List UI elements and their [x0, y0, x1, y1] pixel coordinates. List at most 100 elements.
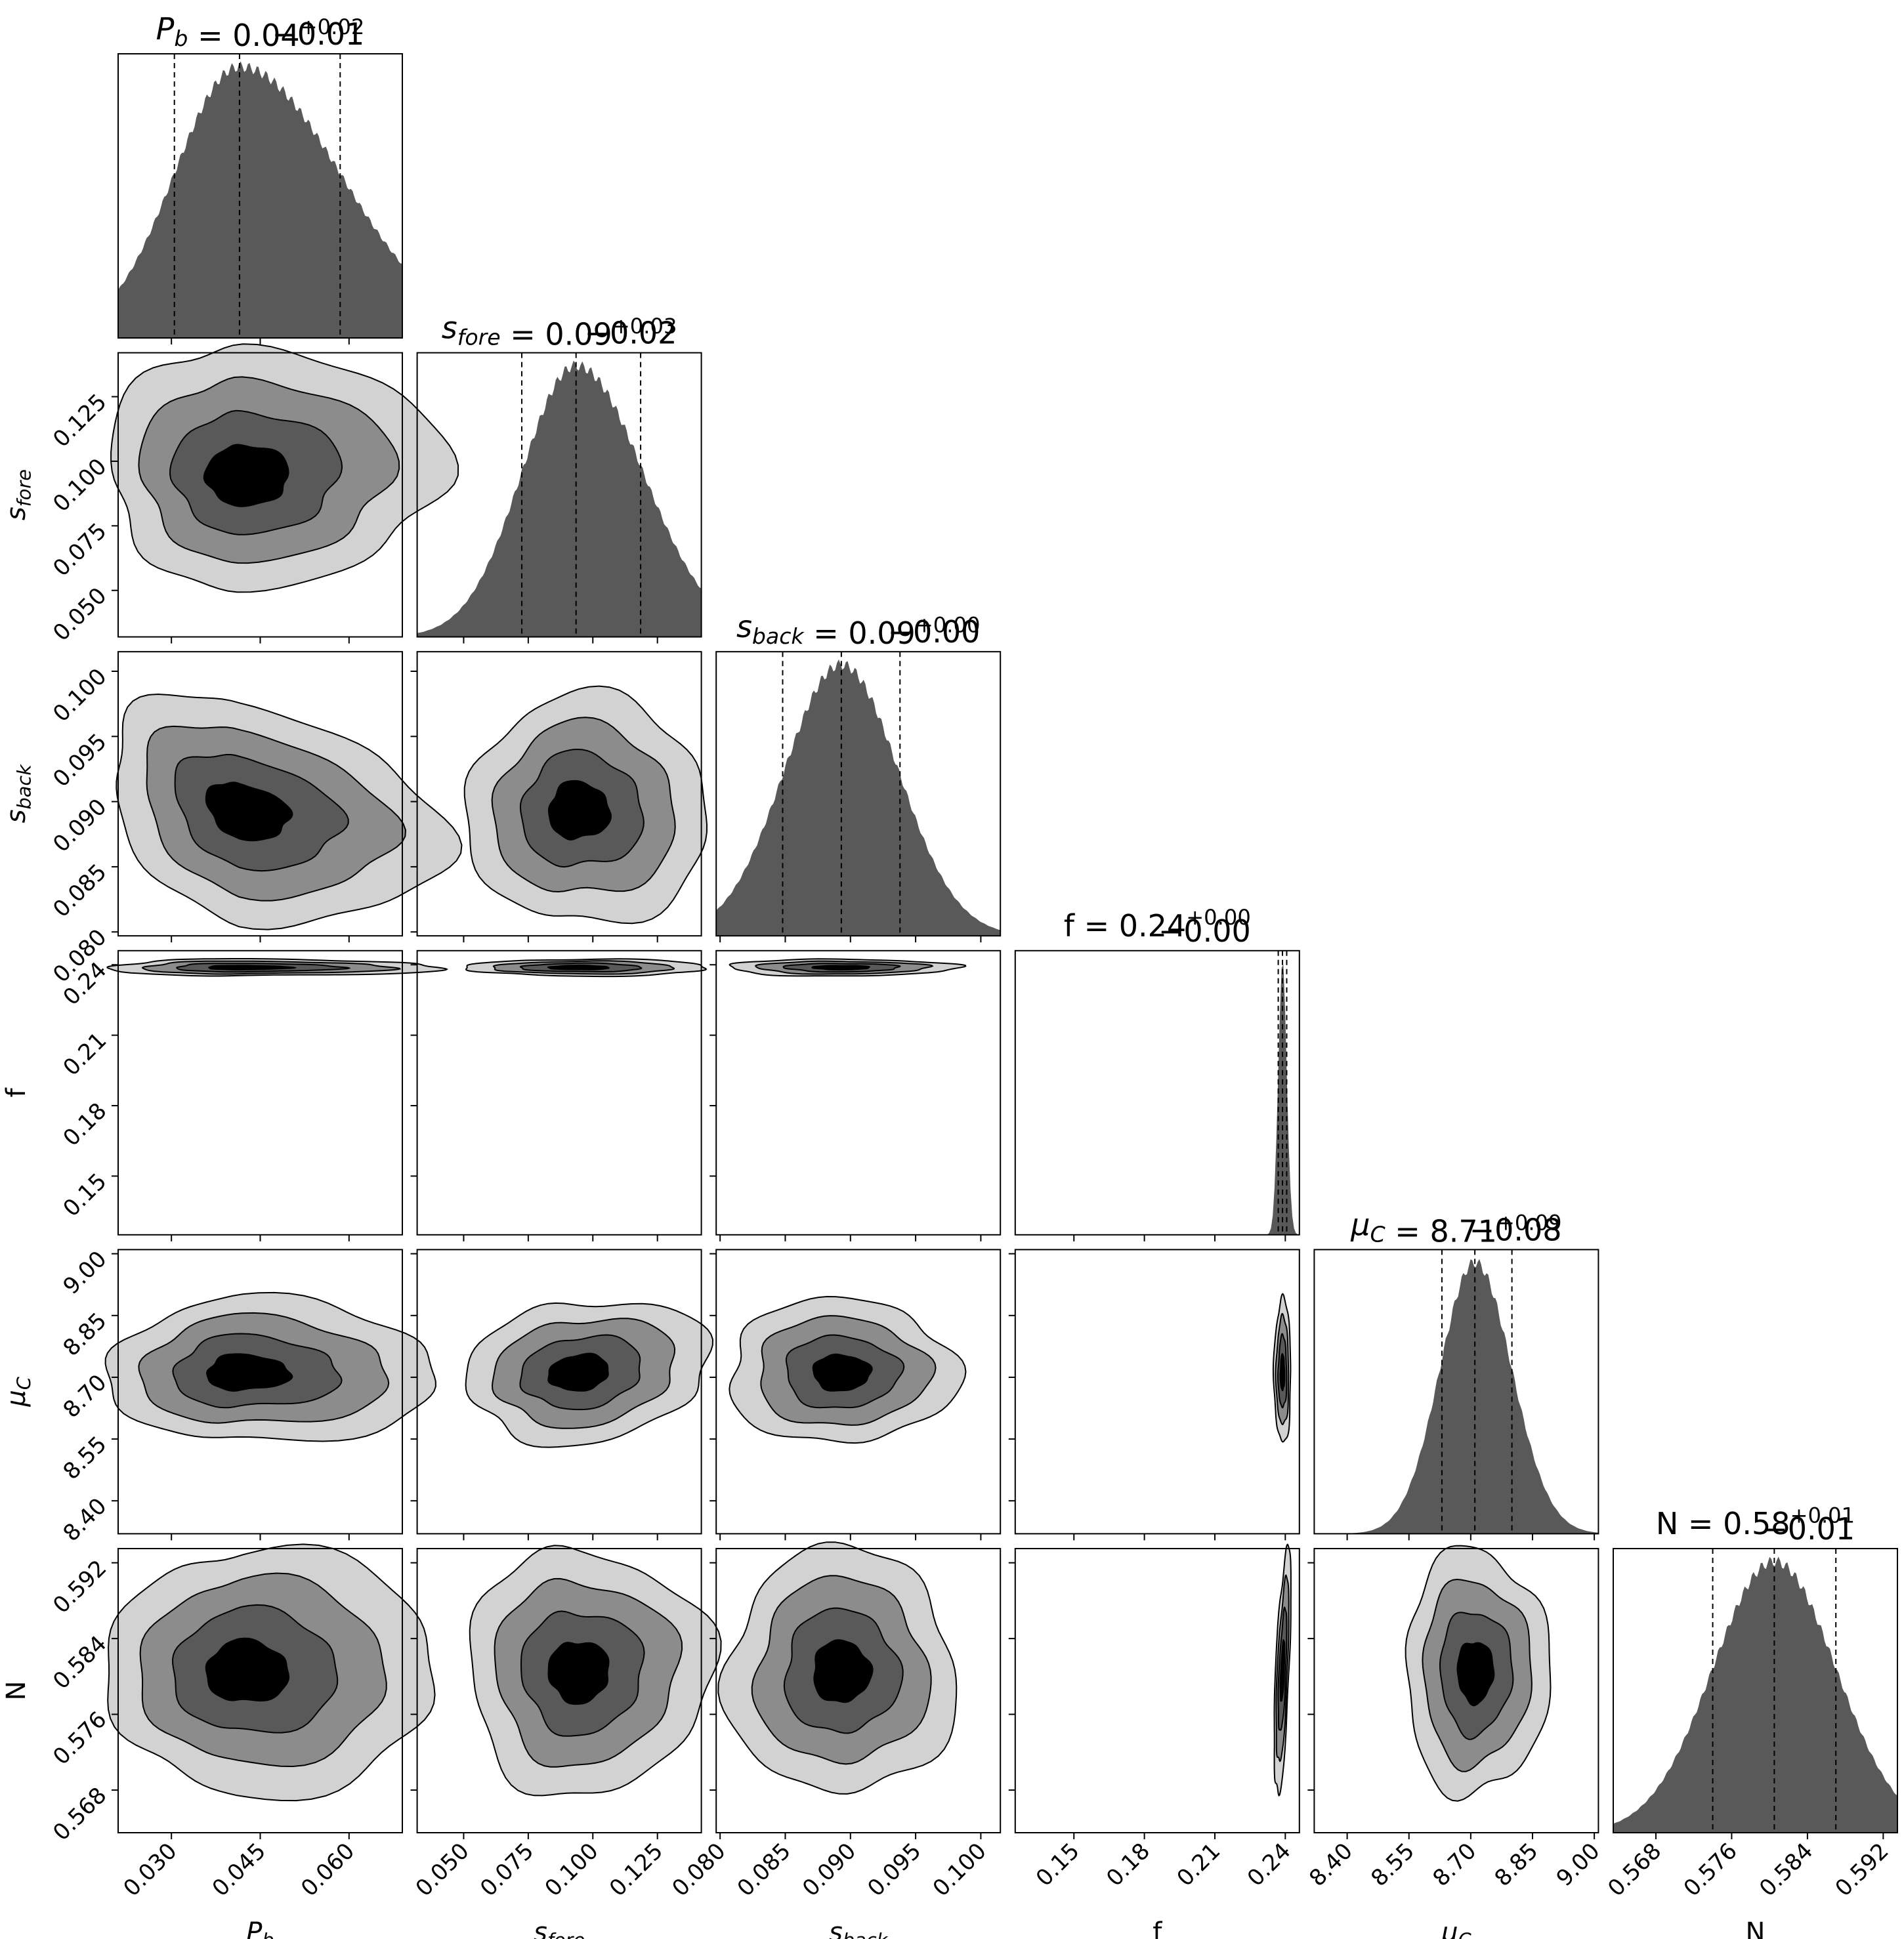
param-symbol: μ — [1350, 1207, 1370, 1242]
axes-frame — [715, 949, 1002, 1236]
x-tick-label: 0.576 — [1679, 1838, 1743, 1902]
contour-Pb-vs-sfore — [110, 343, 459, 593]
median-value: = 0.09 — [804, 615, 916, 651]
x-axis-label-f: f — [1153, 1917, 1162, 1939]
contour-Pb-vs-N — [107, 1543, 436, 1802]
histogram-area — [1613, 1556, 1897, 1833]
param-symbol: P — [156, 11, 175, 47]
y-tick-label: 8.70 — [58, 1369, 112, 1423]
lower-error: −0.02 — [584, 316, 677, 351]
param-subscript: C — [1370, 1221, 1386, 1247]
histogram-area — [716, 659, 1001, 936]
param-symbol: N — [1, 1681, 32, 1701]
contour-Pb-vs-f — [106, 958, 449, 977]
panel-title: Pb = 0.04+0.02 — [156, 11, 365, 53]
param-subscript: fore — [457, 325, 501, 350]
contour-level — [205, 782, 293, 842]
contour-level — [547, 1352, 609, 1392]
histogram-area — [417, 360, 702, 637]
panel-title: N = 0.58+0.01 — [1656, 1503, 1855, 1541]
param-symbol: f — [1153, 1917, 1162, 1939]
axes-frame — [1014, 949, 1300, 1236]
param-symbol: s — [829, 1917, 843, 1939]
contour-sback-vs-N — [717, 1541, 958, 1795]
y-axis-label-N: N — [1, 1681, 32, 1701]
x-tick-label: 0.568 — [1603, 1838, 1666, 1902]
axes-frame — [715, 1249, 1002, 1535]
x-tick-label: 0.100 — [540, 1838, 604, 1902]
contour-level — [203, 444, 289, 507]
axes-frame — [1313, 1548, 1599, 1833]
contour-Pb-vs-sback — [116, 693, 463, 930]
y-axis-label-f: f — [1, 1087, 32, 1097]
upper-error: +0.00 — [916, 612, 981, 637]
x-tick-label: 8.70 — [1428, 1838, 1481, 1892]
x-tick-label: 0.095 — [862, 1838, 926, 1902]
upper-error: +0.03 — [612, 314, 677, 339]
contour-level — [208, 965, 297, 970]
panel-title: μC = 8.71+0.09 — [1350, 1207, 1561, 1249]
param-subscript: b — [262, 1929, 274, 1939]
x-tick-label: 0.21 — [1172, 1838, 1226, 1892]
param-symbol: P — [246, 1917, 263, 1939]
param-subscript: back — [752, 623, 805, 649]
median-value: = 8.71 — [1386, 1213, 1497, 1249]
median-value: = 0.58 — [1678, 1506, 1790, 1541]
median-value: = 0.04 — [188, 18, 299, 53]
contour-level — [206, 1353, 293, 1392]
x-tick-label: 0.584 — [1754, 1838, 1818, 1902]
param-symbol: f — [1, 1087, 32, 1097]
x-tick-label: 0.060 — [296, 1838, 360, 1902]
histogram-area — [1015, 965, 1300, 1235]
panel-title: sfore = 0.09+0.03 — [442, 310, 677, 352]
x-tick-label: 0.050 — [411, 1838, 475, 1902]
contour-level — [547, 965, 610, 970]
axes-frame — [1613, 1548, 1898, 1833]
contour-level — [1279, 1638, 1286, 1702]
median-value: = 0.09 — [501, 317, 612, 352]
x-tick-label: 0.090 — [797, 1838, 861, 1902]
x-tick-label: 0.125 — [604, 1838, 668, 1902]
y-axis-label-sback: sback — [1, 764, 35, 824]
x-tick-label: 9.00 — [1552, 1838, 1605, 1892]
histogram-muC: μC = 8.71+0.09−0.08 — [1314, 1207, 1599, 1534]
param-symbol: s — [1, 809, 32, 823]
x-tick-label: 8.40 — [1304, 1838, 1358, 1892]
param-symbol: s — [736, 609, 752, 644]
x-axis-label-muC: μC — [1441, 1917, 1471, 1939]
param-symbol: N — [1656, 1506, 1678, 1541]
lower-error: −0.01 — [1762, 1511, 1855, 1547]
x-tick-label: 8.55 — [1366, 1838, 1420, 1892]
contour-sfore-vs-muC — [465, 1302, 714, 1448]
y-axis-label-muC: μC — [1, 1376, 35, 1407]
y-tick-label: 0.125 — [48, 389, 112, 453]
contour-f-vs-N — [1273, 1543, 1292, 1797]
contour-sfore-vs-sback — [463, 685, 708, 925]
contour-f-vs-muC — [1272, 1293, 1292, 1443]
y-tick-label: 8.85 — [58, 1308, 112, 1362]
axes-frame — [117, 949, 403, 1236]
y-tick-label: 0.100 — [48, 453, 112, 517]
param-subscript: C — [1458, 1929, 1472, 1939]
y-tick-label: 8.40 — [58, 1493, 112, 1547]
y-tick-label: 0.576 — [48, 1707, 112, 1770]
y-tick-label: 8.55 — [58, 1431, 112, 1485]
histogram-N: N = 0.58+0.01−0.01 — [1613, 1503, 1897, 1833]
contour-level — [813, 1639, 874, 1703]
param-symbol: N — [1746, 1917, 1766, 1939]
contour-muC-vs-N — [1405, 1545, 1552, 1802]
contour-level — [812, 1353, 873, 1392]
x-tick-label: 0.15 — [1031, 1838, 1085, 1892]
histogram-sback: sback = 0.09+0.00−0.00 — [716, 609, 1001, 936]
axes-frame — [715, 1548, 1002, 1833]
y-tick-label: 0.050 — [48, 583, 112, 646]
panel-title: sback = 0.09+0.00 — [736, 609, 981, 651]
axes-frame — [416, 1548, 702, 1833]
contour-level — [548, 780, 612, 841]
upper-error: +0.02 — [300, 14, 365, 39]
y-tick-label: 0.568 — [48, 1782, 112, 1846]
param-subscript: fore — [13, 469, 35, 507]
x-tick-label: 0.075 — [475, 1838, 539, 1902]
y-tick-label: 0.100 — [48, 663, 112, 727]
